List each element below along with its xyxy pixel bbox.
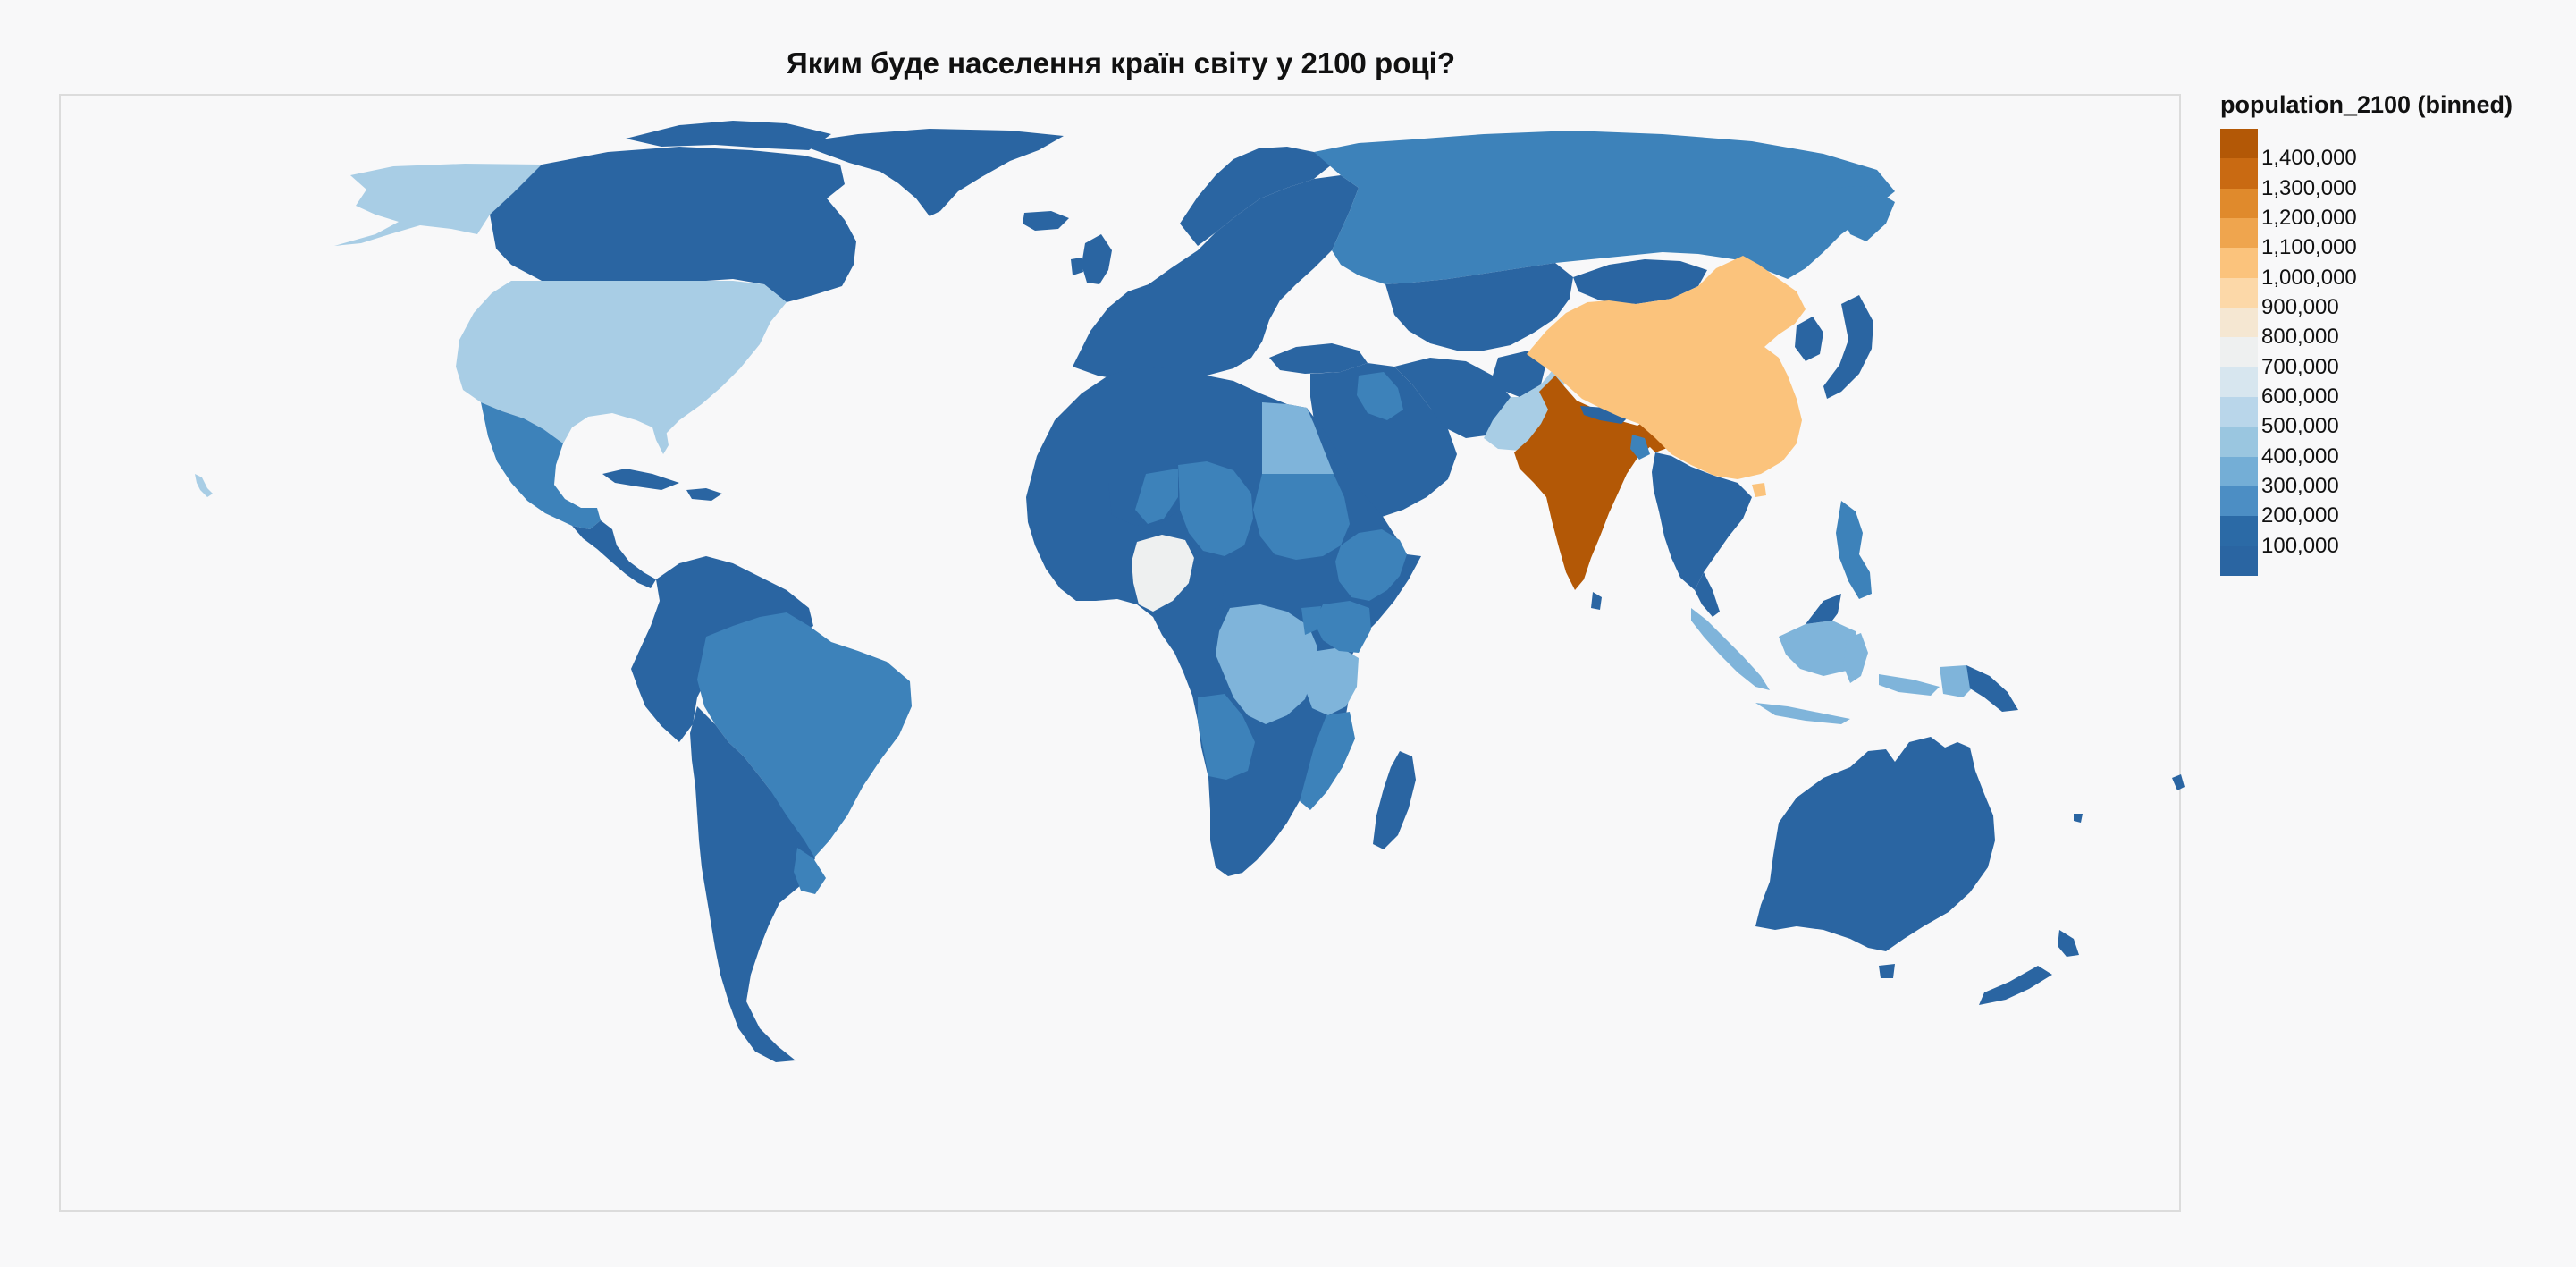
region-central-america[interactable] bbox=[572, 520, 656, 588]
region-japan[interactable] bbox=[1823, 295, 1873, 399]
region-russia-far-east[interactable] bbox=[1823, 186, 1895, 241]
legend-swatch bbox=[2220, 337, 2258, 368]
region-borneo-north[interactable] bbox=[1806, 594, 1841, 624]
legend-color-bar bbox=[2220, 129, 2258, 577]
region-uruguay[interactable] bbox=[794, 848, 826, 894]
region-china[interactable] bbox=[1527, 256, 1806, 479]
legend-label: 800,000 bbox=[2261, 325, 2339, 350]
region-iraq[interactable] bbox=[1357, 372, 1403, 420]
region-java[interactable] bbox=[1755, 703, 1850, 724]
region-sri-lanka[interactable] bbox=[1591, 592, 1602, 610]
region-uk[interactable] bbox=[1082, 234, 1112, 284]
legend-label: 200,000 bbox=[2261, 503, 2339, 528]
region-alaska[interactable] bbox=[334, 164, 542, 246]
region-philippines[interactable] bbox=[1836, 501, 1872, 599]
legend-label: 1,200,000 bbox=[2261, 206, 2357, 230]
region-sulawesi[interactable] bbox=[1843, 633, 1868, 683]
legend-title: population_2100 (binned) bbox=[2220, 91, 2513, 118]
chart-title: Яким буде населення країн світу у 2100 р… bbox=[787, 46, 1455, 80]
region-new-zealand-south[interactable] bbox=[1979, 966, 2052, 1005]
region-hainan[interactable] bbox=[1752, 483, 1766, 497]
legend-swatch bbox=[2220, 188, 2258, 219]
region-cameroon[interactable] bbox=[1189, 558, 1226, 617]
legend-swatch bbox=[2220, 545, 2258, 577]
region-central-asia[interactable] bbox=[1385, 263, 1573, 351]
region-bangladesh[interactable] bbox=[1630, 435, 1650, 460]
legend-swatch bbox=[2220, 427, 2258, 458]
legend-label: 1,400,000 bbox=[2261, 146, 2357, 171]
legend-label: 1,300,000 bbox=[2261, 175, 2357, 200]
region-indonesia-east[interactable] bbox=[1879, 674, 1940, 696]
legend-swatch bbox=[2220, 516, 2258, 547]
region-scandinavia[interactable] bbox=[1180, 147, 1332, 246]
legend-label: 300,000 bbox=[2261, 474, 2339, 498]
region-tanzania[interactable] bbox=[1305, 647, 1359, 715]
legend-label: 1,100,000 bbox=[2261, 235, 2357, 260]
region-afghanistan[interactable] bbox=[1493, 351, 1546, 397]
legend-label: 700,000 bbox=[2261, 354, 2339, 379]
region-west-africa-coast[interactable] bbox=[1135, 469, 1178, 524]
legend-swatch bbox=[2220, 129, 2258, 159]
region-pacific-island-1[interactable] bbox=[2172, 774, 2185, 790]
region-nepal[interactable] bbox=[1580, 406, 1629, 424]
legend-swatch bbox=[2220, 218, 2258, 249]
legend-label: 1,000,000 bbox=[2261, 265, 2357, 290]
region-canada-islands[interactable] bbox=[626, 121, 831, 150]
region-iceland[interactable] bbox=[1023, 211, 1069, 231]
region-australia[interactable] bbox=[1755, 737, 1995, 951]
region-russia[interactable] bbox=[1314, 131, 1895, 284]
region-kenya[interactable] bbox=[1314, 601, 1371, 653]
legend-label: 100,000 bbox=[2261, 533, 2339, 558]
region-canada[interactable] bbox=[490, 147, 856, 302]
region-new-zealand[interactable] bbox=[2058, 930, 2079, 957]
legend-swatch bbox=[2220, 456, 2258, 487]
region-europe[interactable] bbox=[1073, 175, 1359, 386]
legend-label: 600,000 bbox=[2261, 384, 2339, 409]
legend-swatch bbox=[2220, 248, 2258, 279]
region-hispaniola[interactable] bbox=[686, 488, 722, 501]
region-uganda[interactable] bbox=[1301, 606, 1321, 635]
legend-swatch bbox=[2220, 367, 2258, 398]
region-southeast-asia[interactable] bbox=[1652, 452, 1752, 590]
region-angola[interactable] bbox=[1198, 694, 1255, 780]
legend-label: 500,000 bbox=[2261, 414, 2339, 439]
region-turkey[interactable] bbox=[1269, 343, 1368, 374]
region-sumatra[interactable] bbox=[1691, 608, 1770, 690]
legend-swatch bbox=[2220, 486, 2258, 517]
region-greenland[interactable] bbox=[796, 129, 1064, 216]
region-malaysia[interactable] bbox=[1695, 572, 1720, 617]
region-ethiopia[interactable] bbox=[1335, 529, 1407, 601]
legend-label: 900,000 bbox=[2261, 295, 2339, 319]
region-papua-new-guinea[interactable] bbox=[1966, 665, 2018, 712]
region-sudan[interactable] bbox=[1253, 474, 1350, 560]
region-caribbean[interactable] bbox=[602, 469, 679, 490]
legend-label: 400,000 bbox=[2261, 443, 2339, 469]
legend-swatch bbox=[2220, 158, 2258, 190]
region-madagascar[interactable] bbox=[1373, 751, 1416, 849]
region-korea[interactable] bbox=[1795, 317, 1823, 361]
region-iran[interactable] bbox=[1394, 358, 1511, 438]
region-ireland[interactable] bbox=[1071, 258, 1083, 275]
region-usa[interactable] bbox=[456, 281, 787, 443]
region-hawaii[interactable] bbox=[195, 474, 213, 497]
region-dr-congo[interactable] bbox=[1216, 604, 1317, 724]
region-mongolia[interactable] bbox=[1573, 259, 1707, 304]
region-india[interactable] bbox=[1514, 376, 1655, 590]
region-egypt[interactable] bbox=[1262, 402, 1334, 474]
region-borneo[interactable] bbox=[1779, 621, 1859, 676]
region-nigeria[interactable] bbox=[1132, 535, 1194, 612]
region-southern-cone[interactable] bbox=[690, 706, 815, 1062]
region-florida[interactable] bbox=[652, 427, 669, 454]
region-tasmania[interactable] bbox=[1879, 964, 1895, 978]
legend-swatch bbox=[2220, 397, 2258, 427]
legend-swatch bbox=[2220, 277, 2258, 308]
region-mexico[interactable] bbox=[481, 402, 601, 529]
region-chad[interactable] bbox=[1178, 461, 1253, 556]
region-mozambique[interactable] bbox=[1300, 712, 1355, 810]
region-pacific-island-2[interactable] bbox=[2074, 814, 2083, 823]
region-brazil[interactable] bbox=[697, 612, 912, 858]
legend-swatch bbox=[2220, 308, 2258, 338]
